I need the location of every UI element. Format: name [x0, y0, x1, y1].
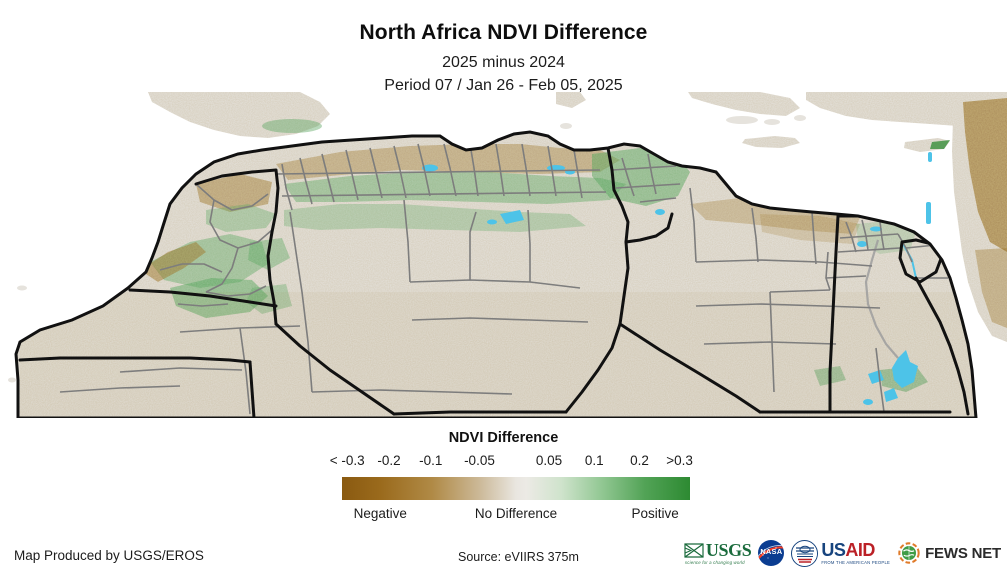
- usgs-wave-icon: [683, 541, 704, 559]
- legend-captions: Negative No Difference Positive: [342, 506, 690, 524]
- legend-tick-2: -0.1: [419, 453, 443, 468]
- legend-tick-4: 0.05: [535, 453, 563, 468]
- legend-color-bar: [342, 477, 690, 500]
- legend-caption-negative: Negative: [353, 506, 407, 521]
- legend-tick-0: < -0.3: [329, 453, 365, 468]
- ndvi-map-svg: [0, 92, 1007, 418]
- usaid-tagline: FROM THE AMERICAN PEOPLE: [821, 559, 891, 565]
- legend-tick-1: -0.2: [377, 453, 401, 468]
- levant-land: [926, 92, 1007, 342]
- fews-net-wordmark: FEWS NET: [925, 544, 1001, 562]
- north-africa-region[interactable]: [14, 130, 978, 418]
- usaid-word-us: US: [821, 540, 846, 561]
- water-bodies-layer: [422, 164, 918, 405]
- page-subtitle: 2025 minus 2024: [442, 54, 565, 71]
- fews-net-logo[interactable]: FEWS NET: [897, 537, 1001, 569]
- usaid-logo[interactable]: USAID FROM THE AMERICAN PEOPLE: [791, 537, 890, 569]
- usgs-tagline: science for a changing world: [684, 559, 745, 565]
- legend: NDVI Difference < -0.3 -0.2 -0.1 -0.05 0…: [0, 430, 1007, 530]
- legend-caption-positive: Positive: [631, 506, 679, 521]
- usgs-wordmark: USGS: [705, 540, 752, 561]
- page-title: North Africa NDVI Difference: [359, 21, 648, 44]
- legend-title: NDVI Difference: [448, 430, 559, 446]
- legend-caption-no-difference: No Difference: [474, 506, 558, 521]
- usaid-word-aid: AID: [845, 540, 875, 561]
- legend-tick-5: 0.1: [584, 453, 604, 468]
- usaid-seal-icon: [791, 539, 819, 567]
- map-canvas[interactable]: [0, 92, 1007, 418]
- logo-bar: USGS science for a changing world NASA: [683, 536, 1001, 570]
- greece-land: [688, 92, 806, 125]
- legend-tick-6: 0.2: [630, 453, 649, 468]
- nasa-swoosh-icon: [758, 545, 785, 560]
- crete-island: [742, 136, 800, 148]
- title-block: North Africa NDVI Difference 2025 minus …: [0, 20, 1007, 97]
- legend-tick-labels: < -0.3 -0.2 -0.1 -0.05 0.05 0.1 0.2 >0.3: [330, 453, 693, 471]
- country-boundaries: [18, 146, 970, 418]
- legend-tick-3: -0.05: [464, 453, 495, 468]
- map-credit: Map Produced by USGS/EROS: [14, 548, 204, 563]
- surrounding-land-group: [8, 92, 1007, 398]
- nasa-wordmark: NASA: [760, 547, 783, 556]
- data-source: Source: eVIIRS 375m: [458, 550, 579, 564]
- period-label: Period 07 / Jan 26 - Feb 05, 2025: [384, 77, 623, 94]
- fews-globe-icon: [898, 542, 920, 564]
- mediterranean-islands: [556, 92, 586, 129]
- nasa-logo[interactable]: NASA: [758, 537, 785, 569]
- usgs-logo[interactable]: USGS science for a changing world: [683, 537, 752, 569]
- ndvi-anomaly-layer: [20, 144, 976, 418]
- legend-tick-7: >0.3: [666, 453, 693, 468]
- admin-boundaries: [59, 143, 969, 415]
